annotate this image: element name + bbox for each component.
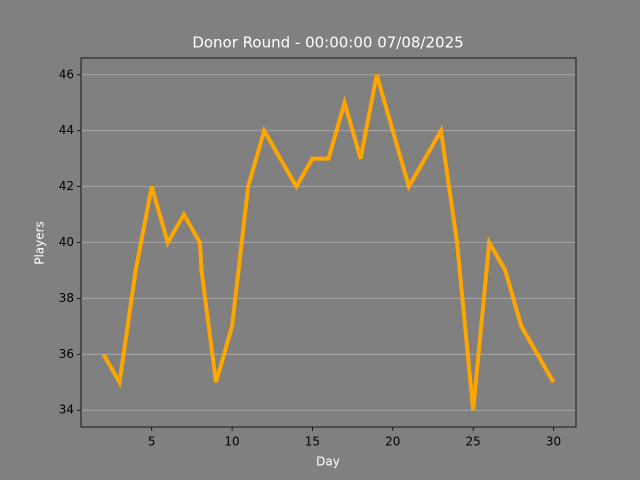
y-tick-label: 36 bbox=[59, 347, 74, 361]
plot-frame bbox=[80, 57, 577, 428]
x-tick-label: 25 bbox=[466, 435, 481, 449]
y-tick-label: 38 bbox=[59, 291, 74, 305]
y-tick-label: 46 bbox=[59, 67, 74, 81]
x-tick-label: 10 bbox=[224, 435, 239, 449]
y-tick-label: 34 bbox=[59, 403, 74, 417]
y-axis-label: Players bbox=[33, 221, 47, 265]
data-line bbox=[101, 74, 556, 411]
x-tick-label: 20 bbox=[385, 435, 400, 449]
x-tick-label: 15 bbox=[305, 435, 320, 449]
x-tick-label: 30 bbox=[546, 435, 561, 449]
x-tick-label: 5 bbox=[148, 435, 156, 449]
y-tick-label: 40 bbox=[59, 235, 74, 249]
chart-title: Donor Round - 00:00:00 07/08/2025 bbox=[192, 34, 463, 52]
y-tick-label: 42 bbox=[59, 179, 74, 193]
y-tick-label: 44 bbox=[59, 123, 74, 137]
x-axis-label: Day bbox=[316, 455, 340, 469]
